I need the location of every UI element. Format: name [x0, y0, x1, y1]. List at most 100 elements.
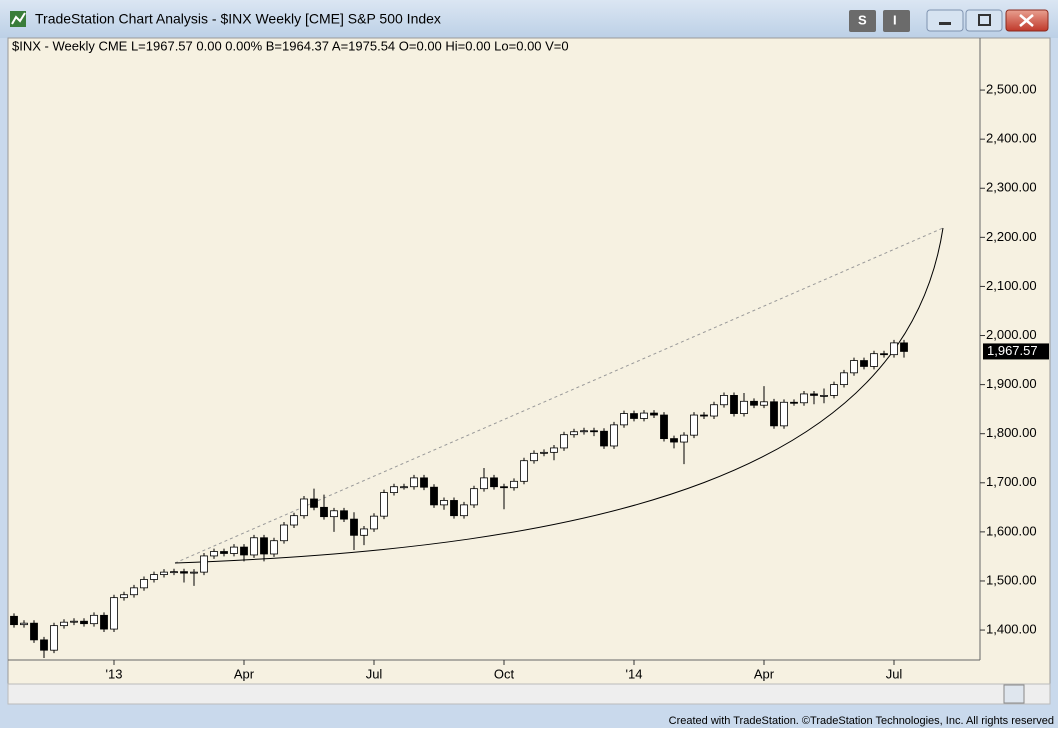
y-tick-label: 2,000.00 [986, 327, 1037, 342]
candle-body [360, 528, 368, 536]
plot: 1,400.00 1,500.00 1,600.00 1,700.00 1,800.00… [10, 82, 1049, 681]
y-tick-label: 1,900.00 [986, 376, 1037, 391]
candle-body [760, 401, 768, 406]
candle-body [630, 413, 638, 419]
candle-body [240, 546, 248, 556]
minimize-button[interactable] [926, 9, 964, 32]
title-bar [0, 0, 1058, 38]
candle-body [320, 506, 328, 518]
candle-body [40, 639, 48, 651]
candle-body [900, 342, 908, 352]
close-icon [1019, 14, 1034, 27]
y-tick-label: 2,200.00 [986, 229, 1037, 244]
x-tick-label: Apr [754, 666, 775, 681]
window-title: TradeStation Chart Analysis - $INX Weekl… [35, 11, 441, 27]
indicators-button-label: I [893, 12, 897, 27]
candle-body [490, 477, 498, 488]
candle-body [780, 401, 788, 427]
y-tick-label: 1,400.00 [986, 621, 1037, 636]
footer: Created with TradeStation. ©TradeStation… [669, 715, 1054, 727]
symbol-info: $INX - Weekly CME L=1967.57 0.00 0.00% B… [12, 38, 569, 53]
candle-body [640, 412, 648, 419]
candle-body [880, 353, 888, 356]
candle-body [800, 393, 808, 404]
candle-body [270, 540, 278, 555]
y-tick-label: 1,800.00 [986, 425, 1037, 440]
candle-body [620, 413, 628, 426]
candle-body [230, 546, 238, 554]
candle-body [560, 434, 568, 449]
candle-body [170, 571, 178, 574]
maximize-button[interactable] [965, 9, 1003, 32]
candle-body [120, 594, 128, 599]
candle-body [710, 404, 718, 417]
candle-body [110, 597, 118, 630]
candle-body [690, 414, 698, 436]
candle-body [510, 480, 518, 489]
candle-body [650, 412, 658, 416]
candle-body [820, 395, 828, 397]
candle-body [160, 571, 168, 575]
candle-body [610, 424, 618, 447]
candle-body [300, 498, 308, 517]
y-tick-label: 2,300.00 [986, 180, 1037, 195]
candle-body [670, 438, 678, 443]
scrollbar[interactable] [7, 683, 1051, 705]
candle-body [480, 477, 488, 490]
candle-body [350, 518, 358, 536]
candle-body [430, 486, 438, 506]
candle-body [860, 360, 868, 367]
candle-body [810, 393, 818, 396]
x-tick-label: Jul [366, 666, 383, 681]
candle-body [720, 395, 728, 406]
candle-body [310, 498, 318, 508]
studies-button[interactable] [849, 10, 876, 32]
app-icon-glyph [11, 12, 26, 25]
candle-body [210, 551, 218, 557]
candle-body [60, 621, 68, 627]
indicators-button[interactable] [883, 10, 910, 32]
candle-body [570, 431, 578, 436]
candle-body [400, 486, 408, 489]
x-tick-label: '13 [106, 666, 123, 681]
candle-body [580, 430, 588, 433]
candle-body [680, 434, 688, 443]
x-tick-label: Apr [234, 666, 255, 681]
candle-body [440, 500, 448, 506]
candle-body [850, 360, 858, 374]
scroll-thumb[interactable] [1003, 684, 1025, 704]
candle-body [600, 430, 608, 447]
candle-body [450, 500, 458, 517]
candle-body [890, 342, 898, 356]
candle-body [180, 571, 188, 574]
candle-body [660, 414, 668, 440]
y-tick-label: 1,500.00 [986, 572, 1037, 587]
candle-body [260, 537, 268, 555]
candle-body [200, 555, 208, 573]
candle-body [700, 414, 708, 417]
candle-body [280, 524, 288, 542]
candle-body [870, 353, 878, 367]
x-tick-label: Oct [494, 666, 515, 681]
candle-body [420, 477, 428, 488]
candle-body [140, 579, 148, 589]
y-tick-label: 2,400.00 [986, 131, 1037, 146]
candle-body [520, 460, 528, 482]
candle-body [150, 574, 158, 580]
candle-body [500, 486, 508, 489]
candle-body [80, 620, 88, 625]
x-tick-label: '14 [626, 666, 643, 681]
last-price-tag [983, 343, 1049, 360]
candle-body [770, 401, 778, 427]
y-tick-label: 2,100.00 [986, 278, 1037, 293]
x-tick-label: Jul [886, 666, 903, 681]
candle-body [250, 537, 258, 556]
candle-body [470, 488, 478, 506]
candle-body [20, 622, 28, 626]
candle-body [330, 510, 338, 518]
candle-body [540, 451, 548, 454]
candle-body [790, 401, 798, 404]
maximize-icon [978, 14, 991, 26]
candle-body [550, 447, 558, 453]
